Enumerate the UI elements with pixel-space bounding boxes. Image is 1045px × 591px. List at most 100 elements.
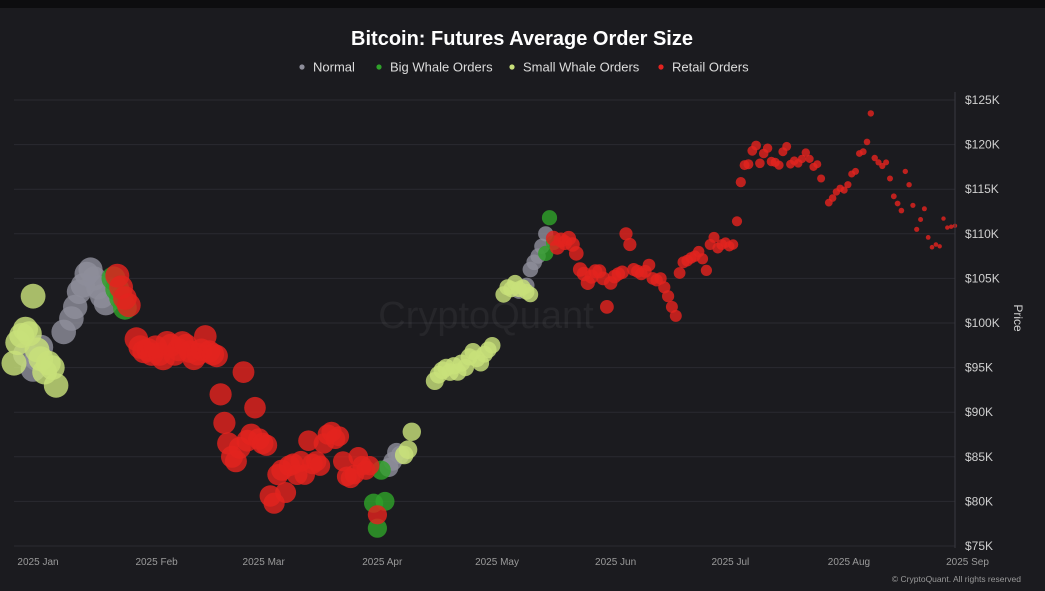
point-retail-orders-153 [883, 159, 890, 166]
watermark-text: CryptoQuant [378, 295, 594, 337]
point-retail-orders-57 [329, 426, 350, 447]
point-big-whale-orders-10 [538, 245, 554, 261]
point-retail-orders-27 [213, 411, 236, 434]
copyright-credit: © CryptoQuant. All rights reserved [892, 574, 1021, 584]
point-retail-orders-92 [642, 258, 656, 272]
point-retail-orders-133 [801, 148, 810, 157]
y-tick-label-10: $75K [965, 539, 993, 553]
scatter-chart: Bitcoin: Futures Average Order Size Norm… [1, 28, 1025, 584]
point-retail-orders-160 [910, 202, 916, 208]
point-retail-orders-156 [894, 200, 901, 207]
point-retail-orders-152 [879, 162, 886, 170]
x-tick-label-0: 2025 Jan [17, 557, 58, 568]
point-small-whale-orders-14 [402, 422, 421, 441]
chart-legend: Normal Big Whale Orders Small Whale Orders… [299, 60, 749, 75]
y-tick-label-7: $90K [965, 405, 993, 419]
data-points [1, 110, 958, 538]
point-retail-orders-170 [949, 224, 954, 229]
y-tick-label-6: $95K [965, 361, 993, 375]
legend-label-0[interactable]: Normal [313, 60, 355, 75]
point-retail-orders-114 [727, 239, 739, 250]
x-tick-label-7: 2025 Aug [828, 557, 870, 568]
point-retail-orders-155 [890, 193, 897, 200]
point-big-whale-orders-8 [541, 210, 558, 226]
point-retail-orders-106 [696, 253, 709, 265]
x-tick-label-4: 2025 May [475, 557, 519, 568]
point-retail-orders-158 [902, 168, 908, 175]
point-retail-orders-154 [887, 175, 893, 182]
point-retail-orders-115 [731, 216, 743, 227]
point-retail-orders-121 [755, 158, 765, 169]
point-retail-orders-150 [871, 154, 878, 162]
point-retail-orders-66 [367, 505, 387, 525]
x-tick-label-3: 2025 Apr [362, 557, 403, 568]
point-retail-orders-65 [360, 456, 380, 476]
point-retail-orders-87 [623, 237, 637, 252]
point-retail-orders-168 [941, 216, 946, 221]
chart-title: Bitcoin: Futures Average Order Size [351, 28, 693, 50]
y-tick-label-3: $110K [965, 227, 999, 241]
point-small-whale-orders-38 [522, 286, 539, 303]
point-retail-orders-164 [925, 235, 931, 240]
point-retail-orders-147 [859, 148, 867, 156]
point-retail-orders-126 [774, 160, 784, 170]
point-retail-orders-49 [298, 430, 319, 452]
legend-label-1[interactable]: Big Whale Orders [390, 60, 493, 75]
legend-label-3[interactable]: Retail Orders [672, 60, 749, 75]
point-retail-orders-100 [673, 267, 686, 279]
legend-marker-0[interactable] [299, 64, 305, 70]
point-retail-orders-98 [665, 300, 678, 313]
point-retail-orders-128 [782, 141, 792, 151]
point-retail-orders-132 [797, 154, 807, 164]
point-retail-orders-58 [333, 451, 353, 472]
point-retail-orders-163 [921, 206, 927, 212]
y-tick-label-5: $100K [965, 316, 1000, 330]
point-retail-orders-165 [929, 244, 935, 250]
point-retail-orders-134 [805, 154, 814, 163]
point-retail-orders-118 [743, 159, 754, 170]
point-retail-orders-136 [813, 160, 822, 169]
x-tick-label-2: 2025 Mar [243, 557, 286, 568]
point-retail-orders-123 [762, 143, 773, 153]
legend-marker-3[interactable] [658, 64, 664, 70]
point-retail-orders-120 [751, 140, 761, 151]
point-retail-orders-166 [933, 242, 939, 247]
point-retail-orders-43 [275, 482, 297, 503]
legend-label-2[interactable]: Small Whale Orders [523, 60, 640, 75]
point-small-whale-orders-30 [483, 337, 501, 354]
point-retail-orders-145 [852, 167, 859, 175]
point-retail-orders-139 [828, 194, 837, 202]
y-tick-label-1: $120K [965, 138, 1000, 152]
x-tick-labels: 2025 Jan 2025 Feb 2025 Mar 2025 Apr 2025 May… [17, 557, 989, 568]
point-retail-orders-116 [735, 177, 746, 188]
point-retail-orders-157 [898, 207, 905, 214]
point-retail-orders-25 [205, 344, 228, 368]
point-retail-orders-142 [840, 186, 848, 194]
point-retail-orders-169 [945, 225, 950, 230]
point-retail-orders-107 [700, 264, 713, 276]
y-tick-label-2: $115K [965, 182, 999, 196]
point-retail-orders-35 [244, 396, 266, 419]
point-retail-orders-97 [662, 290, 675, 303]
legend-marker-1[interactable] [376, 64, 382, 70]
y-axis-title: Price [1011, 304, 1025, 332]
x-tick-label-8: 2025 Sep [946, 557, 989, 568]
legend-marker-2[interactable] [509, 64, 515, 70]
y-tick-label-8: $85K [965, 450, 993, 464]
point-small-whale-orders-11 [43, 373, 69, 398]
point-retail-orders-26 [209, 383, 232, 406]
point-retail-orders-73 [569, 246, 584, 261]
point-small-whale-orders-5 [20, 283, 46, 309]
point-retail-orders-52 [309, 455, 331, 476]
point-retail-orders-38 [255, 434, 278, 456]
y-gridlines [14, 99, 955, 547]
point-retail-orders-137 [817, 174, 826, 183]
point-retail-orders-99 [669, 309, 682, 322]
y-tick-label-0: $125K [965, 93, 1000, 107]
point-retail-orders-85 [615, 265, 629, 279]
point-small-whale-orders-13 [398, 440, 418, 460]
y-tick-labels: $125K $120K $115K $110K $105K $100K $95K $90K $8… [965, 93, 1000, 553]
point-retail-orders-159 [906, 182, 912, 188]
point-retail-orders-86 [619, 227, 633, 241]
